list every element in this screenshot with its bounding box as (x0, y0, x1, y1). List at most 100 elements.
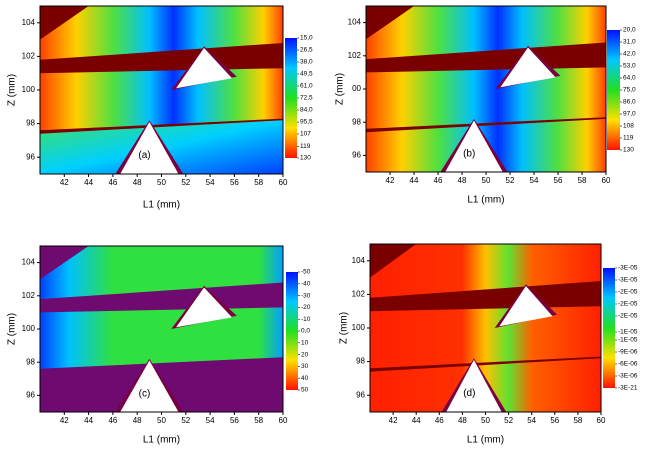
x-tick-label: 42 (60, 416, 69, 425)
x-tick-label: 48 (133, 178, 142, 187)
y-tick-label: 98 (356, 357, 365, 366)
shadow-white (499, 286, 553, 327)
colorbar (607, 30, 620, 150)
y-tick-label: 98 (26, 119, 35, 128)
shadow-white (500, 47, 556, 88)
colorbar (285, 38, 297, 158)
x-tick-label: 42 (389, 416, 398, 425)
x-tick-label: 50 (157, 416, 166, 425)
colorbar-label: 84,0 (300, 107, 313, 114)
colorbar-label: -3E-05 (618, 265, 638, 272)
shadow-white (176, 287, 232, 328)
x-tick-label: 48 (458, 176, 467, 185)
y-tick-label: 100 (22, 324, 36, 333)
x-tick-label: 44 (412, 416, 421, 425)
colorbar-label: -2E-05 (618, 289, 638, 296)
field-band (40, 307, 283, 369)
field-band (40, 6, 283, 60)
colorbar-label: 64,0 (623, 75, 636, 82)
colorbar-label: 130 (623, 147, 634, 154)
y-tick-label: 104 (348, 18, 362, 27)
colorbar-label: 50 (301, 387, 309, 394)
colorbar-label: -1E-05 (618, 337, 638, 344)
colorbar-label: 108 (623, 123, 634, 130)
colorbar-label: 61,0 (300, 83, 313, 90)
panel-label: (c) (139, 388, 151, 399)
y-tick-label: 96 (356, 390, 365, 399)
x-tick-label: 54 (206, 178, 215, 187)
shadow-white (176, 48, 232, 89)
colorbar-label: 53,0 (623, 63, 636, 70)
colorbar-label: -30 (301, 292, 311, 299)
y-axis-label: Z (mm) (7, 74, 18, 106)
x-tick-label: 46 (108, 416, 117, 425)
y-tick-label: 96 (352, 151, 361, 160)
y-tick-label: 00 (352, 84, 361, 93)
y-tick-label: 100 (22, 85, 36, 94)
x-tick-label: 58 (573, 416, 582, 425)
x-tick-label: 50 (481, 416, 490, 425)
colorbar-label: 119 (300, 143, 311, 150)
x-tick-label: 58 (254, 178, 263, 187)
y-tick-label: 102 (22, 291, 36, 300)
x-tick-label: 50 (157, 178, 166, 187)
x-tick-label: 56 (230, 178, 239, 187)
colorbar-label: 26,5 (300, 47, 313, 54)
shadow-white (446, 359, 502, 412)
colorbar-label: 30 (301, 363, 309, 370)
x-tick-label: 50 (482, 176, 491, 185)
field-band (370, 306, 601, 369)
colorbar-label: -2E-05 (618, 313, 638, 320)
shadow-white (120, 121, 179, 174)
x-tick-label: 54 (206, 416, 215, 425)
colorbar-label: -3E-21 (618, 385, 638, 392)
colorbar-label: -10 (301, 316, 311, 323)
x-tick-label: 54 (527, 416, 536, 425)
panel: 42 44 46 48 50 52 54 56 58 60 96 98 100 102 104 L1 (mm)… (7, 245, 311, 446)
y-axis-label: Z (mm) (335, 73, 346, 105)
x-tick-label: 46 (108, 178, 117, 187)
x-tick-label: 46 (434, 176, 443, 185)
x-tick-label: 52 (506, 176, 515, 185)
colorbar-label: -9E-06 (618, 349, 638, 356)
y-axis-label: Z (mm) (339, 312, 350, 344)
x-tick-label: 56 (230, 416, 239, 425)
x-axis-label: L1 (mm) (467, 195, 504, 206)
colorbar-label: 42,0 (623, 51, 636, 58)
colorbar-label: 86,0 (623, 99, 636, 106)
colorbar-label: 107 (300, 131, 311, 138)
colorbar-label: 97,0 (623, 111, 636, 118)
colorbar-label: 38,0 (300, 59, 313, 66)
x-axis-label: L1 (mm) (143, 435, 180, 446)
panel-label: (a) (138, 150, 150, 161)
colorbar-label: 10 (301, 340, 309, 347)
colorbar-label: 15,0 (300, 35, 313, 42)
y-tick-label: 104 (22, 258, 36, 267)
x-tick-label: 56 (550, 416, 559, 425)
x-tick-label: 48 (133, 416, 142, 425)
y-tick-label: 98 (352, 117, 361, 126)
colorbar-label: 0,0 (301, 328, 310, 335)
y-tick-label: 96 (26, 391, 35, 400)
colorbar-label: 72,5 (300, 95, 313, 102)
x-tick-label: 44 (84, 178, 93, 187)
x-axis-label: L1 (mm) (143, 200, 180, 211)
colorbar-label: 40 (301, 375, 309, 382)
colorbar-label: -3E-05 (618, 277, 638, 284)
x-tick-label: 42 (60, 178, 69, 187)
x-tick-label: 52 (181, 416, 190, 425)
field-band (366, 67, 606, 129)
y-tick-label: 102 (348, 51, 362, 60)
panel: 42 44 46 48 50 52 54 56 58 60 96 98 00 102 104 L1 (mm) Z… (335, 5, 636, 206)
colorbar-label: 119 (623, 135, 634, 142)
colorbar-label: -6E-06 (618, 361, 638, 368)
x-tick-label: 54 (530, 176, 539, 185)
colorbar-label: -20 (301, 304, 311, 311)
x-tick-label: 60 (597, 416, 606, 425)
x-tick-label: 42 (386, 176, 395, 185)
colorbar-label: 31,0 (623, 39, 636, 46)
colorbar-label: 75,0 (623, 87, 636, 94)
field-band (370, 244, 601, 298)
colorbar-label: 130 (300, 155, 311, 162)
colorbar-label: -40 (301, 281, 311, 288)
